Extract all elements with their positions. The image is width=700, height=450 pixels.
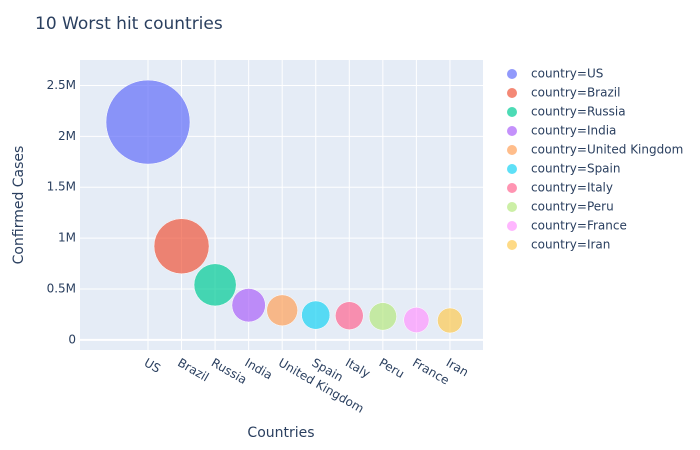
legend: country=US country=Brazil country=Russia co… [507,67,683,252]
bubble [105,79,191,165]
bubble [403,307,430,333]
y-tick-label: 1M [58,231,76,245]
x-tick-label: India [242,356,275,383]
bubble [266,294,298,327]
x-tick-label: US [142,356,163,376]
legend-marker [507,69,517,79]
legend-marker [507,202,517,212]
legend-label: country=Peru [531,200,614,214]
x-axis-title: Countries [247,425,314,441]
bubble [437,307,463,334]
x-tick-label: Russia [209,356,249,387]
legend-label: country=India [531,124,616,138]
legend-marker [507,107,517,117]
bubble [193,263,237,307]
x-tick-label: France [410,356,452,388]
legend-marker [507,126,517,136]
legend-marker [507,240,517,250]
legend-label: country=Italy [531,181,613,195]
legend-marker [507,221,517,231]
bubble [153,218,210,274]
legend-label: country=Russia [531,105,626,119]
legend-marker [507,88,517,98]
x-tick-label: Peru [377,356,407,381]
legend-marker [507,164,517,174]
marks [105,79,463,334]
bubble [231,288,266,323]
legend-label: country=US [531,67,603,81]
y-tick-label: 2M [58,129,76,143]
legend-label: country=United Kingdom [531,143,683,157]
legend-marker [507,183,517,193]
legend-label: country=Brazil [531,86,620,100]
chart-title: 10 Worst hit countries [35,14,223,34]
legend-label: country=Spain [531,162,620,176]
x-tick-label: Italy [343,356,373,381]
y-tick-label: 1.5M [47,180,76,194]
legend-label: country=Iran [531,238,610,252]
x-tick-label: Brazil [175,356,211,385]
bubble [335,301,364,330]
y-axis-title: Confirmed Cases [11,146,27,265]
bubble [368,302,397,331]
legend-label: country=France [531,219,627,233]
legend-marker [507,145,517,155]
y-tick-label: 0 [68,332,76,346]
bubble [301,300,331,330]
y-tick-label: 2.5M [47,78,76,92]
y-tick-label: 0.5M [47,281,76,295]
